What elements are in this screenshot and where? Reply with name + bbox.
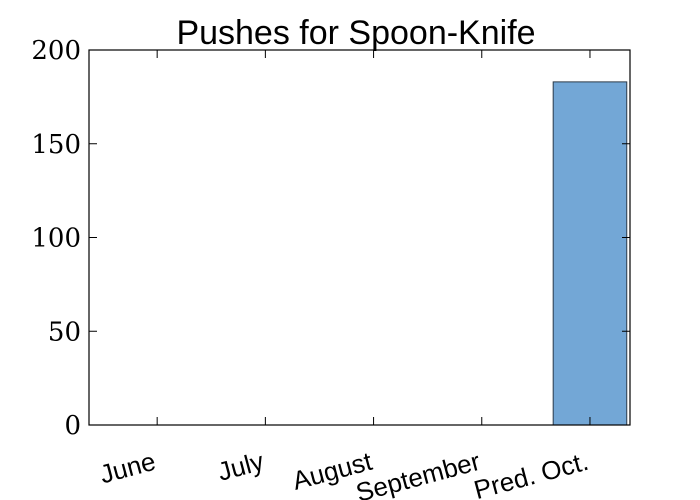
y-tick-label: 50 (48, 317, 81, 347)
bar-pred-oct (552, 81, 628, 426)
x-tick-label: September (353, 446, 484, 500)
plot-area-frame (88, 49, 631, 426)
y-tick-label: 0 (64, 411, 81, 441)
x-tick-label: Pred. Oct. (471, 446, 592, 500)
chart-title: Pushes for Spoon-Knife (176, 14, 535, 52)
y-tick-label: 150 (31, 130, 81, 160)
y-tick-label: 200 (31, 36, 81, 66)
bars-group (552, 81, 628, 426)
x-tick-label: July (214, 446, 266, 487)
x-tick-label: June (96, 446, 158, 490)
ticks-group (89, 49, 630, 426)
y-axis-tick-labels: 0 50 100 150 200 (31, 36, 81, 441)
y-tick-label: 100 (31, 224, 81, 254)
